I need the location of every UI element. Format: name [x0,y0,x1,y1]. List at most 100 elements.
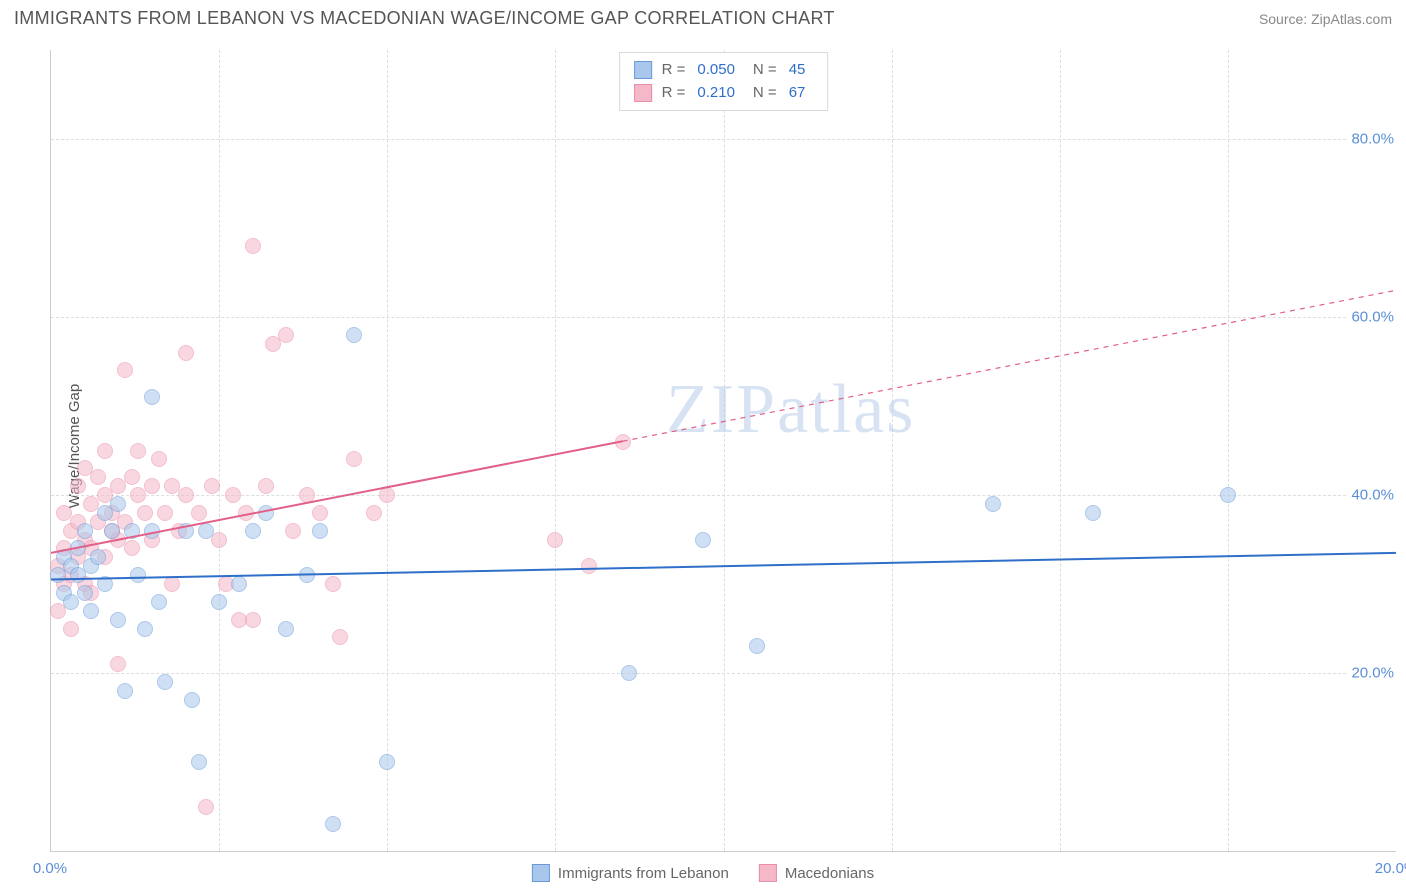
data-point-b [164,576,180,592]
plot-layer: 20.0%40.0%60.0%80.0% [51,50,1396,851]
data-point-a [245,523,261,539]
data-point-b [63,621,79,637]
y-tick-label: 40.0% [1347,487,1398,504]
data-point-a [83,603,99,619]
r-label: R = [662,59,686,82]
data-point-a [211,594,227,610]
data-point-a [90,549,106,565]
legend-swatch-a [634,61,652,79]
data-point-a [157,674,173,690]
data-point-b [198,799,214,815]
data-point-a [312,523,328,539]
data-point-a [198,523,214,539]
data-point-a [104,523,120,539]
grid-line-v [387,50,388,851]
data-point-a [130,567,146,583]
r-value-a: 0.050 [697,59,735,82]
data-point-b [178,345,194,361]
data-point-b [312,505,328,521]
data-point-b [137,505,153,521]
data-point-b [117,362,133,378]
series-legend: Immigrants from Lebanon Macedonians [532,864,874,882]
data-point-b [97,443,113,459]
data-point-a [110,496,126,512]
data-point-b [299,487,315,503]
n-value-a: 45 [789,59,806,82]
n-label: N = [753,59,777,82]
data-point-a [117,683,133,699]
legend-swatch-a-icon [532,864,550,882]
data-point-a [70,540,86,556]
data-point-a [184,692,200,708]
data-point-b [124,540,140,556]
legend-swatch-b [634,84,652,102]
legend-item-a: Immigrants from Lebanon [532,864,729,882]
legend-item-b: Macedonians [759,864,874,882]
data-point-b [90,469,106,485]
chart-title: IMMIGRANTS FROM LEBANON VS MACEDONIAN WA… [14,8,835,29]
legend-row-b: R = 0.210 N = 67 [634,82,814,105]
data-point-a [178,523,194,539]
y-tick-label: 20.0% [1347,665,1398,682]
data-point-a [144,523,160,539]
r-value-b: 0.210 [697,82,735,105]
data-point-a [258,505,274,521]
data-point-b [332,629,348,645]
data-point-a [124,523,140,539]
data-point-b [258,478,274,494]
legend-label-a: Immigrants from Lebanon [558,865,729,882]
data-point-a [299,567,315,583]
data-point-a [1220,487,1236,503]
data-point-b [278,327,294,343]
data-point-b [325,576,341,592]
data-point-a [621,665,637,681]
data-point-b [110,656,126,672]
data-point-b [157,505,173,521]
data-point-b [615,434,631,450]
data-point-b [124,469,140,485]
data-point-b [225,487,241,503]
source-label: Source: ZipAtlas.com [1259,11,1392,27]
data-point-a [1085,505,1101,521]
data-point-b [285,523,301,539]
data-point-b [581,558,597,574]
data-point-b [211,532,227,548]
data-point-b [151,451,167,467]
data-point-a [191,754,207,770]
chart-plot-area: ZIPatlas R = 0.050 N = 45 R = 0.210 N = … [50,50,1396,852]
data-point-b [204,478,220,494]
data-point-b [70,478,86,494]
data-point-b [178,487,194,503]
data-point-b [245,612,261,628]
data-point-a [77,585,93,601]
data-point-a [97,576,113,592]
legend-label-b: Macedonians [785,865,874,882]
data-point-a [985,496,1001,512]
correlation-legend: R = 0.050 N = 45 R = 0.210 N = 67 [619,52,829,111]
data-point-a [379,754,395,770]
legend-row-a: R = 0.050 N = 45 [634,59,814,82]
data-point-a [144,389,160,405]
data-point-b [144,478,160,494]
data-point-b [366,505,382,521]
data-point-b [245,238,261,254]
grid-line-v [1228,50,1229,851]
grid-line-v [219,50,220,851]
legend-swatch-b-icon [759,864,777,882]
data-point-a [325,816,341,832]
grid-line-v [892,50,893,851]
data-point-a [695,532,711,548]
data-point-a [151,594,167,610]
data-point-b [379,487,395,503]
x-tick-label: 20.0% [1375,860,1406,877]
x-tick-label: 0.0% [33,860,67,877]
data-point-b [130,443,146,459]
data-point-a [77,523,93,539]
data-point-b [547,532,563,548]
n-value-b: 67 [789,82,806,105]
y-tick-label: 80.0% [1347,131,1398,148]
grid-line-v [1060,50,1061,851]
grid-line-v [555,50,556,851]
data-point-a [110,612,126,628]
data-point-b [346,451,362,467]
